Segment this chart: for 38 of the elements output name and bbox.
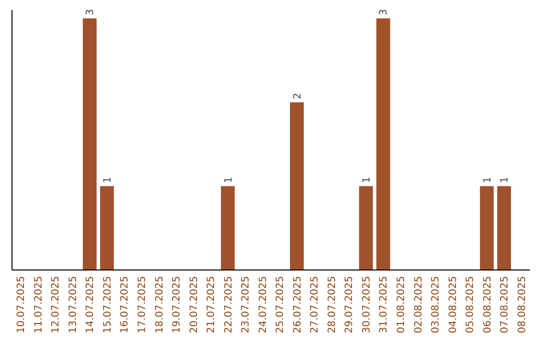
x-tick-label: 19.07.2025	[172, 276, 183, 334]
x-tick-label: 01.08.2025	[396, 276, 407, 334]
x-tick-label: 31.07.2025	[378, 276, 390, 334]
x-tick-label: 08.08.2025	[516, 276, 528, 334]
x-tick-label: 28.07.2025	[326, 276, 338, 334]
data-label: 1	[482, 176, 494, 184]
x-tick-label: 02.08.2025	[413, 276, 424, 334]
x-tick-label: 30.07.2025	[361, 276, 372, 334]
x-tick-label: 22.07.2025	[223, 276, 234, 334]
x-tick-label: 10.07.2025	[16, 276, 28, 334]
x-tick-label: 14.07.2025	[85, 276, 96, 334]
x-tick-label: 21.07.2025	[206, 276, 218, 334]
data-label: 1	[223, 176, 234, 184]
x-tick-label: 03.08.2025	[430, 276, 442, 334]
x-tick-label: 20.07.2025	[188, 276, 200, 334]
x-tick-label: 11.07.2025	[33, 276, 44, 334]
x-tick-label: 24.07.2025	[258, 276, 269, 334]
x-tick-label: 06.08.2025	[482, 276, 494, 334]
x-tick-label: 17.07.2025	[137, 276, 148, 334]
data-label: 2	[292, 92, 304, 100]
x-tick-label: 29.07.2025	[344, 276, 356, 334]
data-label: 1	[361, 176, 372, 184]
x-tick-label: 13.07.2025	[68, 276, 79, 334]
x-tick-label: 23.07.2025	[240, 276, 252, 334]
x-tick-label: 25.07.2025	[275, 276, 286, 334]
data-label: 3	[378, 9, 390, 16]
data-label: 3	[85, 9, 96, 16]
x-tick-label: 07.08.2025	[500, 276, 511, 334]
x-tick-label: 04.08.2025	[448, 276, 459, 334]
data-label: 1	[500, 176, 511, 184]
x-tick-label: 27.07.2025	[310, 276, 321, 334]
x-tick-label: 15.07.2025	[102, 276, 114, 334]
x-tick-label: 05.08.2025	[465, 276, 476, 334]
x-tick-label: 16.07.2025	[120, 276, 131, 334]
x-tick-label: 18.07.2025	[154, 276, 166, 334]
data-label: 1	[102, 176, 114, 184]
x-tick-label: 26.07.2025	[292, 276, 304, 334]
x-tick-label: 12.07.2025	[50, 276, 62, 334]
